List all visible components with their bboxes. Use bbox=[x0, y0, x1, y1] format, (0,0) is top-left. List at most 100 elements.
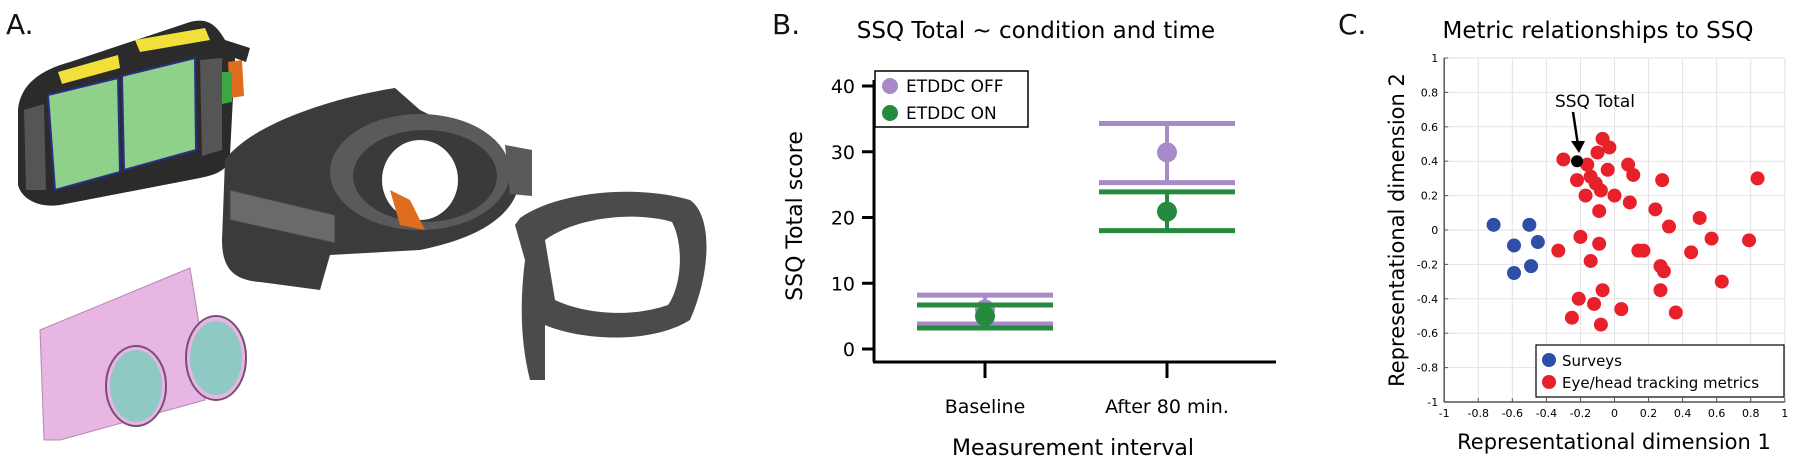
point-eye-head-tracking-metrics bbox=[1578, 188, 1593, 203]
point-eye-head-tracking-metrics bbox=[1587, 296, 1602, 311]
point-eye-head-tracking-metrics bbox=[1607, 188, 1622, 203]
point-eye-head-tracking-metrics bbox=[1556, 152, 1571, 167]
electronics-housing-image bbox=[18, 20, 250, 206]
x-tick-label: 0 bbox=[1611, 407, 1618, 420]
annotation-arrow-head bbox=[1571, 141, 1585, 153]
panel-a-label: A. bbox=[6, 8, 34, 41]
point-eye-head-tracking-metrics bbox=[1622, 195, 1637, 210]
point-eye-head-tracking-metrics bbox=[1564, 310, 1579, 325]
y-tick-label: -0.2 bbox=[1417, 258, 1438, 271]
chart-b-y-label: SSQ Total score bbox=[783, 131, 808, 301]
legend-label-surveys: Surveys bbox=[1562, 352, 1622, 370]
legend-label-etddc-on: ETDDC ON bbox=[906, 104, 997, 124]
chart-c-x-label: Representational dimension 1 bbox=[1457, 430, 1771, 454]
point-surveys bbox=[1522, 217, 1537, 232]
chart-b-legend-box bbox=[874, 70, 1029, 128]
point-surveys bbox=[1507, 266, 1522, 280]
y-tick-label: 0 bbox=[1431, 224, 1438, 237]
x-tick-label: After 80 min. bbox=[1105, 396, 1229, 418]
chart-b-legend: ETDDC OFF ETDDC ON bbox=[874, 70, 1029, 128]
x-tick-label: -1 bbox=[1439, 407, 1450, 420]
point-eye-head-tracking-metrics bbox=[1593, 183, 1608, 198]
point-eye-head-tracking-metrics bbox=[1614, 302, 1629, 317]
point-surveys bbox=[1507, 238, 1522, 253]
point-eye-head-tracking-metrics bbox=[1648, 202, 1663, 217]
point-eye-head-tracking-metrics bbox=[1593, 317, 1608, 332]
y-tick-label: -0.4 bbox=[1417, 293, 1438, 306]
y-tick-label: 20 bbox=[831, 208, 855, 230]
annotation-arrow-shaft bbox=[1571, 111, 1580, 146]
point-eye-head-tracking-metrics bbox=[1592, 204, 1607, 219]
panel-b-label: B. bbox=[772, 8, 801, 41]
point-eye-head-tracking-metrics bbox=[1704, 231, 1719, 246]
x-tick-label: -0.2 bbox=[1570, 407, 1591, 420]
point-eye-head-tracking-metrics bbox=[1653, 283, 1668, 298]
x-tick-label: -0.8 bbox=[1468, 407, 1489, 420]
chart-c-legend: Surveys Eye/head tracking metrics bbox=[1535, 344, 1785, 398]
point-eye-head-tracking-metrics bbox=[1571, 291, 1586, 306]
point-eye-head-tracking-metrics bbox=[1600, 162, 1615, 177]
chart-c: Metric relationships to SSQ -1 -0.8 -0.6 -0… bbox=[1385, 18, 1788, 454]
point-eye-head-tracking-metrics bbox=[1714, 274, 1729, 289]
legend-label-eye-head-tracking: Eye/head tracking metrics bbox=[1562, 374, 1759, 392]
point-eye-head-tracking-metrics bbox=[1580, 157, 1595, 172]
x-tick-label: -0.4 bbox=[1536, 407, 1557, 420]
point-eye-head-tracking-metrics bbox=[1636, 243, 1651, 258]
mean-point-etddc-on bbox=[975, 306, 995, 327]
y-tick-label: 0.4 bbox=[1421, 155, 1439, 168]
y-tick-label: 0.2 bbox=[1421, 190, 1439, 203]
mean-point-etddc-on bbox=[1157, 201, 1177, 222]
point-eye-head-tracking-metrics bbox=[1570, 173, 1585, 188]
chart-c-legend-box bbox=[1535, 344, 1785, 398]
y-tick-label: 0.6 bbox=[1421, 121, 1439, 134]
point-eye-head-tracking-metrics bbox=[1655, 173, 1670, 188]
mean-point-etddc-off bbox=[1157, 142, 1177, 163]
y-tick-label: 0 bbox=[843, 339, 855, 361]
y-tick-label: -0.6 bbox=[1417, 327, 1438, 340]
point-eye-head-tracking-metrics bbox=[1573, 229, 1588, 244]
x-tick-label: 0.8 bbox=[1742, 407, 1760, 420]
point-eye-head-tracking-metrics bbox=[1621, 157, 1636, 172]
point-eye-head-tracking-metrics bbox=[1742, 233, 1757, 248]
point-eye-head-tracking-metrics bbox=[1684, 245, 1699, 260]
legend-marker-surveys bbox=[1542, 353, 1556, 367]
annotation-ssq-total: SSQ Total bbox=[1555, 92, 1635, 112]
x-tick-label: 0.6 bbox=[1708, 407, 1726, 420]
point-eye-head-tracking-metrics bbox=[1692, 210, 1707, 225]
point-eye-head-tracking-metrics bbox=[1661, 219, 1676, 234]
legend-marker-etddc-on bbox=[882, 105, 898, 121]
facial-interface-image bbox=[222, 88, 532, 290]
point-eye-head-tracking-metrics bbox=[1583, 253, 1598, 268]
legend-label-etddc-off: ETDDC OFF bbox=[906, 77, 1004, 97]
y-tick-label: 10 bbox=[831, 273, 855, 295]
panel-a-illustration bbox=[18, 20, 707, 441]
chart-b: SSQ Total ~ condition and time 0 10 20 30 40… bbox=[783, 18, 1276, 461]
point-surveys bbox=[1486, 217, 1501, 232]
x-tick-label: 1 bbox=[1781, 407, 1788, 420]
y-tick-label: 0.8 bbox=[1421, 86, 1439, 99]
point-eye-head-tracking-metrics bbox=[1668, 305, 1683, 320]
chart-b-x-label: Measurement interval bbox=[952, 436, 1194, 461]
point-eye-head-tracking-metrics bbox=[1551, 243, 1566, 258]
y-tick-label: 1 bbox=[1431, 52, 1438, 65]
chart-b-title: SSQ Total ~ condition and time bbox=[857, 18, 1215, 44]
point-eye-head-tracking-metrics bbox=[1656, 264, 1671, 279]
y-tick-label: 40 bbox=[831, 76, 855, 98]
point-eye-head-tracking-metrics bbox=[1602, 140, 1617, 155]
y-tick-label: -0.8 bbox=[1417, 362, 1438, 375]
point-eye-head-tracking-metrics bbox=[1595, 283, 1610, 298]
point-surveys bbox=[1524, 259, 1539, 274]
point-eye-head-tracking-metrics bbox=[1626, 167, 1641, 182]
lens-cones-image bbox=[39, 267, 247, 441]
point-surveys bbox=[1530, 235, 1545, 250]
x-tick-label: -0.6 bbox=[1502, 407, 1523, 420]
y-tick-label: 30 bbox=[831, 142, 855, 164]
y-tick-label: -1 bbox=[1427, 396, 1438, 409]
legend-marker-etddc-off bbox=[882, 78, 898, 94]
panel-c-label: C. bbox=[1338, 8, 1367, 41]
point-eye-head-tracking-metrics bbox=[1750, 171, 1765, 186]
x-tick-label: 0.2 bbox=[1640, 407, 1658, 420]
x-tick-label: 0.4 bbox=[1674, 407, 1692, 420]
face-cushion-image bbox=[515, 191, 707, 380]
